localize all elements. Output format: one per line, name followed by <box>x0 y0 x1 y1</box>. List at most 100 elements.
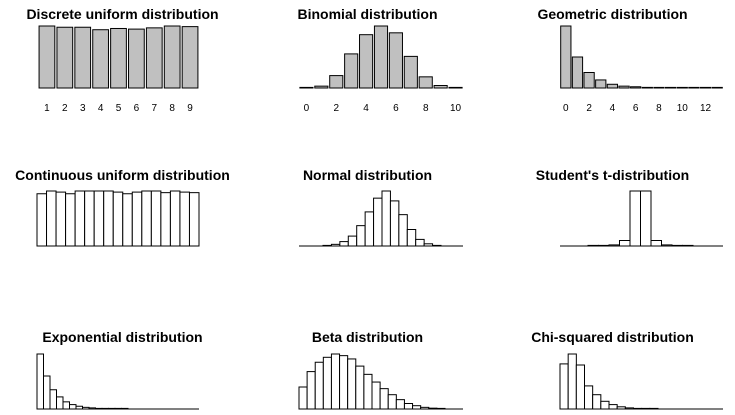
histogram-bar <box>379 388 389 410</box>
histogram-bar <box>330 243 341 247</box>
x-tick-label: 4 <box>610 103 616 114</box>
histogram-bar <box>423 243 434 247</box>
histogram-bar <box>356 225 366 247</box>
histogram-bar <box>329 75 344 89</box>
histogram-bar <box>36 193 48 247</box>
binomial-histogram: 0 2 4 6 8 10 <box>299 25 463 114</box>
histogram-bar <box>633 407 643 410</box>
chart-title: Continuous uniform distribution <box>15 167 230 183</box>
histogram-bar <box>84 190 95 247</box>
histogram-bar <box>169 190 181 247</box>
panel-chi-squared: Chi-squared distribution <box>490 320 735 415</box>
histogram-bar <box>55 191 67 247</box>
histogram-bar <box>88 407 96 410</box>
histogram-bar <box>355 365 365 410</box>
panel-normal: Normal distribution <box>245 160 490 260</box>
x-tick-label: 2 <box>333 103 339 114</box>
histogram-bar <box>150 190 162 247</box>
histogram-bar <box>56 26 74 89</box>
histogram-bar <box>93 190 105 247</box>
x-tick-label: 0 <box>304 103 310 114</box>
beta-histogram <box>298 353 463 410</box>
histogram-bar <box>38 25 56 89</box>
histogram-bar <box>131 191 143 247</box>
x-tick-label: 10 <box>677 103 689 114</box>
histogram-bar <box>122 193 133 247</box>
histogram-bar <box>600 400 610 410</box>
histogram-bar <box>598 244 610 247</box>
histogram-bar <box>339 355 349 410</box>
histogram-bar <box>571 56 584 89</box>
histogram-bar <box>676 86 688 89</box>
histogram-bar <box>101 407 109 410</box>
chart-title: Binomial distribution <box>297 6 438 22</box>
histogram-bar <box>595 79 607 89</box>
histogram-bar <box>65 193 76 247</box>
x-tick-label: 8 <box>423 103 429 114</box>
histogram-bar <box>619 240 631 247</box>
histogram-bar <box>671 244 683 247</box>
histogram-bar <box>711 86 723 89</box>
histogram-bar <box>363 373 373 410</box>
chart-title: Student's t-distribution <box>535 167 690 183</box>
panel-binomial: Binomial distribution 0 2 4 6 8 10 <box>245 0 490 130</box>
histogram-bar <box>650 240 662 247</box>
histogram-bar <box>322 356 332 410</box>
histogram-bar <box>616 406 626 410</box>
histogram-bar <box>121 407 129 410</box>
histogram-bar <box>306 371 316 410</box>
histogram-bar <box>583 72 595 89</box>
x-tick-label: 1 <box>44 103 50 114</box>
histogram-bar <box>606 83 619 89</box>
histogram-bar <box>624 407 635 410</box>
chart-title: Geometric distribution <box>537 6 688 22</box>
x-tick-label: 12 <box>700 103 712 114</box>
x-tick-label: 0 <box>563 103 569 114</box>
histogram-bar <box>82 406 90 410</box>
histogram-bar <box>95 407 103 410</box>
histogram-bar <box>649 407 659 410</box>
histogram-bar <box>49 389 57 410</box>
histogram-bar <box>420 406 430 410</box>
histogram-bar <box>436 407 446 410</box>
histogram-bar <box>163 25 181 89</box>
histogram-bar <box>403 403 414 410</box>
chart-title: Normal distribution <box>302 167 433 183</box>
x-tick-label: 9 <box>187 103 193 114</box>
histogram-bar <box>179 191 190 247</box>
histogram-bar <box>92 29 109 89</box>
histogram-bar <box>188 192 200 247</box>
histogram-bar <box>640 190 652 247</box>
histogram-bar <box>433 85 448 89</box>
histogram-bar <box>661 244 673 247</box>
histogram-bar <box>347 235 358 247</box>
chart-title: Exponential distribution <box>42 329 203 345</box>
histogram-bar <box>641 86 653 89</box>
histogram-bar <box>344 53 359 89</box>
panel-geometric: Geometric distribution 0 2 4 6 8 10 12 <box>490 0 735 130</box>
x-tick-label: 2 <box>586 103 592 114</box>
histogram-bar <box>314 361 324 410</box>
histogram-bar <box>418 76 433 89</box>
x-tick-label: 4 <box>363 103 369 114</box>
histogram-bar <box>448 86 463 89</box>
chart-title: Discrete uniform distribution <box>26 6 219 22</box>
panel-students-t: Student's t-distribution <box>490 160 735 260</box>
histogram-bar <box>112 191 124 247</box>
histogram-bar <box>403 55 418 89</box>
histogram-bar <box>339 241 349 247</box>
x-tick-label: 6 <box>134 103 140 114</box>
histogram-bar <box>359 34 374 89</box>
histogram-bar <box>110 27 127 89</box>
histogram-bar <box>618 85 630 89</box>
histogram-bar <box>559 363 569 410</box>
histogram-bar <box>75 405 83 410</box>
histogram-bar <box>160 192 171 247</box>
panel-continuous-uniform: Continuous uniform distribution <box>0 160 245 260</box>
geometric-histogram: 0 2 4 6 8 10 12 <box>560 25 723 114</box>
x-tick-label: 7 <box>151 103 157 114</box>
histogram-bar <box>412 405 422 410</box>
histogram-bar <box>432 244 442 247</box>
students-t-histogram <box>560 190 723 247</box>
